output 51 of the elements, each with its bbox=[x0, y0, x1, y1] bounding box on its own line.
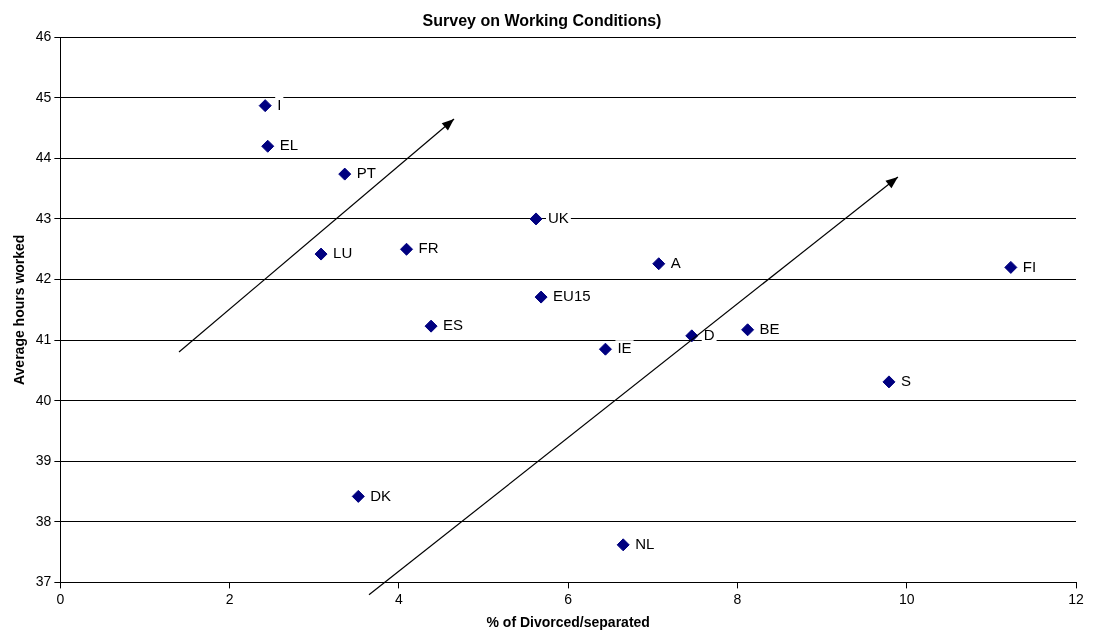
point bbox=[652, 257, 666, 271]
y-tick-label: 45 bbox=[35, 88, 52, 105]
x-axis-title: % of Divorced/separated bbox=[486, 614, 650, 631]
annotation: LU bbox=[333, 244, 353, 262]
y-tick-label: 46 bbox=[35, 28, 52, 45]
annotation: EL bbox=[279, 136, 299, 154]
y-tick-label: 38 bbox=[35, 512, 52, 529]
annotation: I bbox=[277, 95, 282, 113]
x-tick-label: 0 bbox=[56, 590, 65, 607]
point bbox=[529, 212, 543, 226]
point bbox=[400, 242, 414, 256]
annotation: ES bbox=[443, 316, 464, 334]
annotation: D bbox=[703, 325, 715, 343]
y-tick-label: 37 bbox=[35, 573, 52, 590]
annotation: EU15 bbox=[553, 287, 591, 305]
point bbox=[258, 99, 272, 113]
y-tick-label: 44 bbox=[35, 149, 52, 166]
point bbox=[338, 167, 352, 181]
point bbox=[351, 489, 365, 503]
annotation: S bbox=[900, 372, 911, 390]
x-tick-label: 2 bbox=[225, 590, 234, 607]
y-tick-label: 41 bbox=[35, 330, 52, 347]
x-tick-label: 8 bbox=[733, 590, 742, 607]
y-axis-title: Average hours worked bbox=[11, 234, 28, 386]
y-tick-label: 42 bbox=[35, 270, 52, 287]
annotation: NL bbox=[635, 534, 655, 552]
annotation: UK bbox=[548, 209, 569, 227]
point bbox=[882, 375, 896, 389]
annotation: DK bbox=[370, 486, 392, 504]
chart-title: Survey on Working Conditions) bbox=[422, 12, 662, 30]
annotation: BE bbox=[759, 319, 780, 337]
point bbox=[1004, 260, 1018, 274]
y-tick-label: 39 bbox=[35, 452, 52, 469]
point bbox=[261, 139, 275, 153]
point bbox=[534, 290, 548, 304]
x-tick-label: 10 bbox=[898, 590, 915, 607]
y-tick-label: 40 bbox=[35, 391, 52, 408]
annotation: FR bbox=[418, 239, 439, 257]
point bbox=[616, 538, 630, 552]
annotation: A bbox=[670, 253, 681, 271]
point bbox=[598, 342, 612, 356]
x-tick-label: 6 bbox=[564, 590, 573, 607]
y-tick-label: 43 bbox=[35, 209, 52, 226]
point bbox=[314, 247, 328, 261]
point bbox=[424, 319, 438, 333]
x-tick-label: 4 bbox=[395, 590, 404, 607]
annotation: IE bbox=[617, 339, 632, 357]
annotation: FI bbox=[1022, 257, 1037, 275]
x-tick-label: 12 bbox=[1068, 590, 1084, 607]
point bbox=[741, 323, 755, 337]
annotation: PT bbox=[356, 164, 376, 182]
